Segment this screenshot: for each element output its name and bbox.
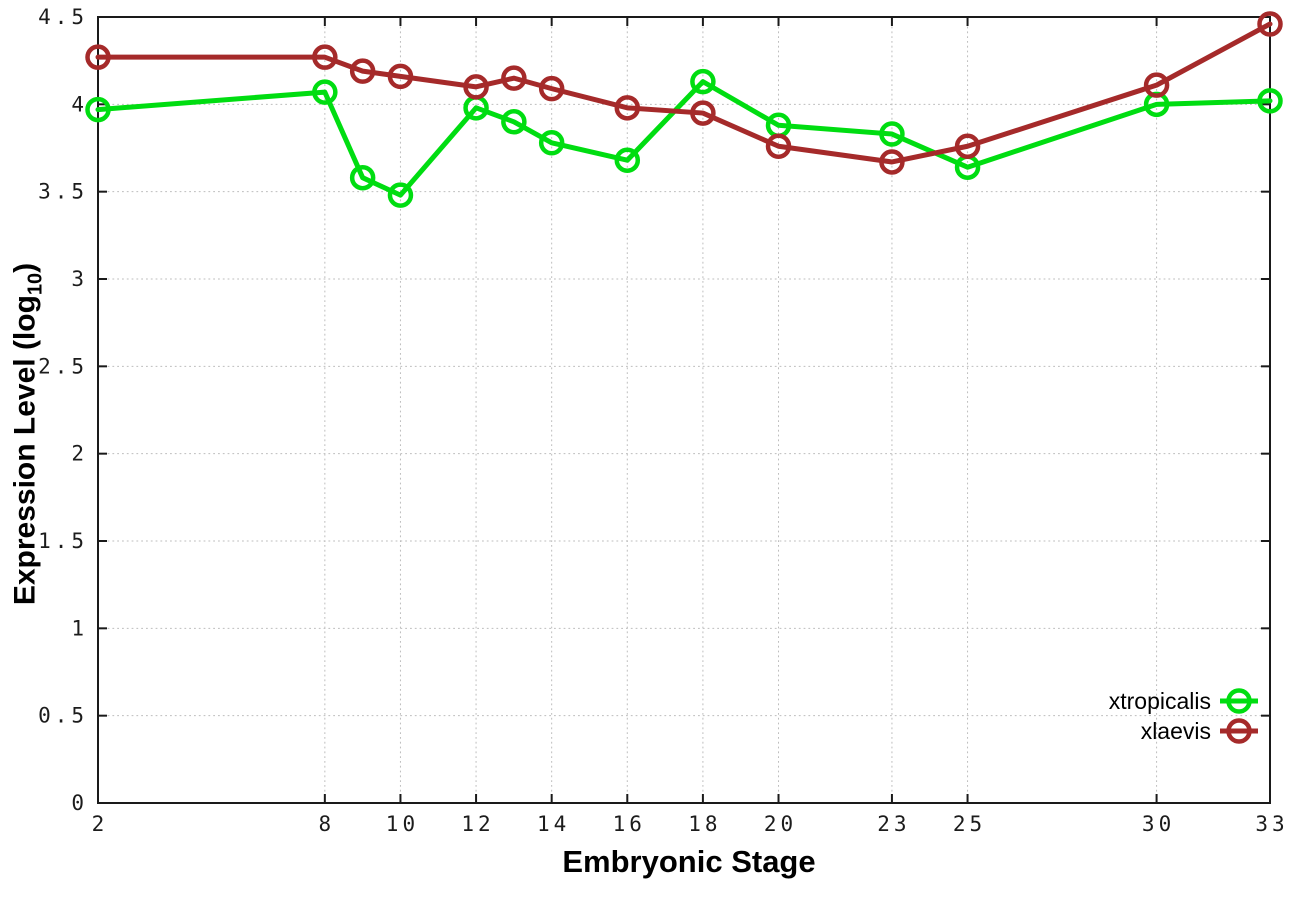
data-point-xtropicalis bbox=[879, 121, 905, 147]
data-point-xlaevis bbox=[538, 75, 565, 102]
x-tick-label: 14 bbox=[537, 812, 570, 836]
y-tick-label: 2 bbox=[71, 442, 88, 466]
data-point-xlaevis bbox=[312, 44, 338, 70]
data-point-xtropicalis bbox=[349, 164, 376, 191]
y-tick-label: 1.5 bbox=[38, 529, 88, 553]
x-tick-label: 30 bbox=[1142, 812, 1175, 836]
x-tick-label: 25 bbox=[953, 812, 986, 836]
y-axis-label-subscript: 10 bbox=[24, 272, 47, 296]
y-tick-label: 4 bbox=[71, 92, 88, 116]
data-point-xtropicalis bbox=[538, 130, 565, 156]
data-point-xlaevis bbox=[387, 63, 414, 90]
data-point-xlaevis bbox=[879, 149, 905, 175]
x-tick-label: 20 bbox=[764, 812, 797, 836]
data-point-xlaevis bbox=[765, 133, 792, 160]
data-point-xlaevis bbox=[1257, 11, 1283, 37]
data-point-xlaevis bbox=[1143, 72, 1170, 98]
data-point-xtropicalis bbox=[1257, 88, 1283, 114]
y-axis-label-text: Expression Level (log bbox=[8, 295, 42, 606]
plot-border bbox=[97, 16, 1271, 804]
x-axis-label: Embryonic Stage bbox=[562, 844, 816, 879]
legend-marker-xtropicalis bbox=[1226, 688, 1252, 714]
x-tick-label: 12 bbox=[461, 812, 494, 836]
x-tick-label: 33 bbox=[1255, 812, 1288, 836]
data-point-xtropicalis bbox=[501, 109, 527, 135]
data-point-xlaevis bbox=[690, 100, 716, 126]
legend-marker-xlaevis bbox=[1226, 718, 1252, 744]
y-tick-label: 3.5 bbox=[38, 180, 88, 204]
series-line-xlaevis bbox=[95, 21, 1273, 165]
y-tick-label: 4.5 bbox=[38, 5, 88, 29]
x-tick-label: 2 bbox=[92, 812, 109, 836]
x-tick-label: 18 bbox=[688, 812, 721, 836]
data-point-xtropicalis bbox=[614, 147, 641, 173]
y-axis-label-close: ) bbox=[8, 262, 42, 273]
data-point-xlaevis bbox=[954, 133, 981, 160]
data-point-xtropicalis bbox=[85, 96, 111, 123]
y-tick-label: 0 bbox=[71, 791, 88, 815]
data-point-xtropicalis bbox=[690, 68, 716, 95]
x-tick-label: 16 bbox=[613, 812, 646, 836]
y-tick-label: 0.5 bbox=[38, 704, 88, 728]
data-point-xlaevis bbox=[349, 58, 376, 84]
y-tick-label: 2.5 bbox=[38, 354, 88, 378]
x-tick-label: 10 bbox=[386, 812, 419, 836]
legend-label-xlaevis: xlaevis bbox=[1141, 718, 1211, 744]
y-axis-label: Expression Level (log10) bbox=[9, 263, 48, 605]
data-point-xlaevis bbox=[463, 74, 489, 100]
y-tick-label: 1 bbox=[71, 616, 88, 640]
series-line-xtropicalis bbox=[95, 79, 1273, 198]
x-tick-label: 8 bbox=[319, 812, 336, 836]
data-point-xlaevis bbox=[501, 65, 527, 91]
data-point-xtropicalis bbox=[387, 182, 414, 208]
data-point-xlaevis bbox=[614, 95, 641, 121]
legend-label-xtropicalis: xtropicalis bbox=[1109, 688, 1211, 714]
y-tick-label: 3 bbox=[71, 267, 88, 291]
data-point-xlaevis bbox=[85, 44, 111, 70]
x-tick-label: 23 bbox=[877, 812, 910, 836]
data-point-xtropicalis bbox=[312, 79, 338, 105]
